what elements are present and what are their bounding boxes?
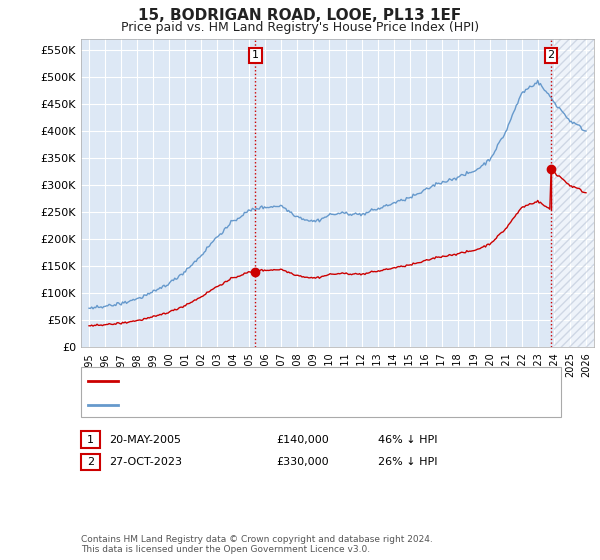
Text: 1: 1	[252, 50, 259, 60]
Bar	[554, 39, 594, 347]
Text: 20-MAY-2005: 20-MAY-2005	[109, 435, 181, 445]
Text: 1: 1	[87, 435, 94, 445]
Text: 26% ↓ HPI: 26% ↓ HPI	[378, 457, 437, 467]
Text: HPI: Average price, detached house, Cornwall: HPI: Average price, detached house, Corn…	[124, 400, 379, 409]
Text: £330,000: £330,000	[276, 457, 329, 467]
Text: 2: 2	[547, 50, 554, 60]
Text: 46% ↓ HPI: 46% ↓ HPI	[378, 435, 437, 445]
Text: 15, BODRIGAN ROAD, LOOE, PL13 1EF (detached house): 15, BODRIGAN ROAD, LOOE, PL13 1EF (detac…	[124, 376, 439, 386]
Text: 27-OCT-2023: 27-OCT-2023	[109, 457, 182, 467]
Text: Contains HM Land Registry data © Crown copyright and database right 2024.
This d: Contains HM Land Registry data © Crown c…	[81, 535, 433, 554]
Text: £140,000: £140,000	[276, 435, 329, 445]
Text: 15, BODRIGAN ROAD, LOOE, PL13 1EF: 15, BODRIGAN ROAD, LOOE, PL13 1EF	[139, 8, 461, 24]
Bar	[554, 39, 594, 347]
Text: 2: 2	[87, 457, 94, 467]
Text: Price paid vs. HM Land Registry's House Price Index (HPI): Price paid vs. HM Land Registry's House …	[121, 21, 479, 34]
